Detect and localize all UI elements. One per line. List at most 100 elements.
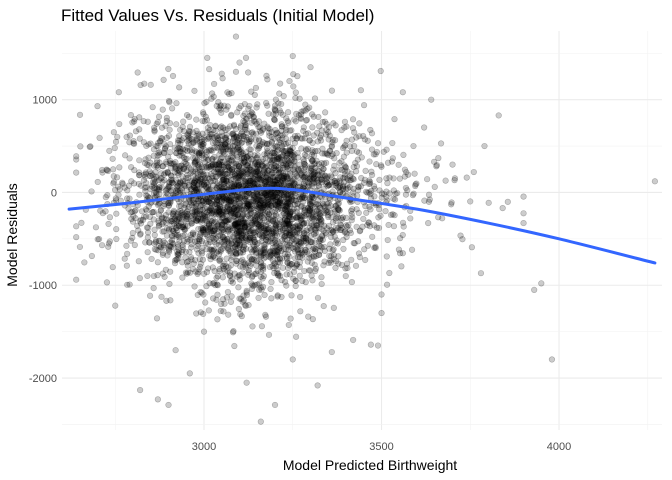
- data-point: [286, 198, 293, 205]
- data-point: [291, 248, 299, 255]
- data-point: [270, 192, 278, 200]
- data-point: [281, 190, 288, 197]
- data-point: [232, 196, 239, 204]
- data-point: [284, 199, 292, 207]
- data-point: [254, 210, 261, 218]
- data-point: [232, 68, 240, 75]
- data-point: [256, 171, 263, 178]
- data-point: [267, 248, 274, 255]
- data-point: [283, 201, 290, 208]
- data-point: [313, 225, 320, 232]
- data-point: [272, 250, 279, 257]
- data-point: [463, 174, 470, 181]
- data-point: [278, 248, 285, 255]
- data-point: [172, 347, 179, 354]
- data-point: [235, 174, 243, 181]
- data-point: [141, 159, 149, 167]
- data-point: [153, 190, 160, 197]
- data-point: [375, 224, 383, 232]
- data-point: [364, 242, 371, 249]
- data-point: [261, 291, 268, 299]
- data-point: [215, 160, 222, 167]
- data-point: [237, 124, 244, 131]
- data-point: [327, 257, 334, 264]
- data-point: [265, 129, 273, 136]
- data-point: [328, 348, 335, 356]
- data-point: [332, 122, 339, 129]
- data-point: [150, 208, 157, 216]
- data-point: [349, 116, 357, 123]
- data-point: [138, 216, 145, 223]
- data-point: [210, 93, 217, 100]
- data-point: [180, 166, 187, 173]
- data-point: [231, 197, 238, 204]
- data-point: [203, 246, 210, 253]
- data-point: [280, 178, 287, 185]
- data-point: [261, 249, 269, 257]
- data-point: [265, 331, 273, 338]
- data-point: [207, 146, 214, 153]
- data-point: [280, 220, 287, 228]
- data-point: [245, 69, 252, 76]
- data-point: [235, 223, 242, 230]
- data-point: [269, 195, 276, 203]
- data-point: [213, 296, 220, 303]
- data-point: [340, 185, 347, 192]
- data-point: [332, 239, 339, 246]
- data-point: [126, 195, 133, 202]
- data-point: [433, 162, 440, 169]
- data-point: [288, 178, 295, 185]
- data-point: [272, 174, 279, 181]
- data-point: [199, 225, 207, 232]
- data-point: [278, 153, 286, 160]
- data-point: [306, 211, 313, 218]
- data-point: [360, 102, 368, 109]
- data-point: [189, 209, 196, 216]
- data-point: [335, 224, 342, 232]
- data-point: [314, 294, 322, 302]
- data-point: [188, 186, 195, 193]
- data-point: [271, 269, 278, 277]
- data-point: [351, 240, 358, 247]
- data-point: [159, 221, 166, 228]
- data-point: [298, 108, 305, 115]
- data-point: [251, 243, 258, 250]
- data-point: [126, 281, 133, 288]
- data-point: [425, 219, 432, 227]
- data-point: [258, 177, 265, 184]
- data-point: [196, 163, 203, 171]
- data-point: [262, 163, 269, 171]
- data-point: [167, 268, 174, 275]
- data-point: [268, 128, 275, 136]
- data-point: [288, 151, 295, 158]
- data-point: [174, 248, 181, 255]
- data-point: [158, 174, 165, 182]
- data-point: [208, 224, 215, 231]
- data-point: [134, 69, 141, 76]
- data-point: [409, 192, 416, 199]
- data-point: [228, 210, 235, 217]
- data-point: [153, 142, 160, 150]
- data-point: [470, 168, 477, 176]
- y-tick-label: 1000: [33, 95, 57, 107]
- data-point: [300, 158, 308, 165]
- data-point: [193, 138, 200, 145]
- data-point: [78, 219, 85, 226]
- data-point: [112, 302, 119, 309]
- data-point: [151, 246, 158, 253]
- data-point: [166, 120, 174, 127]
- data-point: [322, 131, 330, 138]
- data-point: [201, 224, 208, 231]
- data-point: [73, 234, 80, 241]
- data-point: [256, 286, 263, 293]
- data-point: [401, 166, 409, 173]
- data-point: [210, 208, 217, 216]
- data-point: [310, 113, 317, 120]
- data-point: [250, 169, 257, 176]
- data-point: [286, 127, 294, 134]
- data-point: [219, 75, 226, 82]
- data-point: [176, 84, 183, 91]
- data-point: [193, 116, 200, 123]
- data-point: [231, 171, 238, 178]
- data-point: [357, 227, 364, 234]
